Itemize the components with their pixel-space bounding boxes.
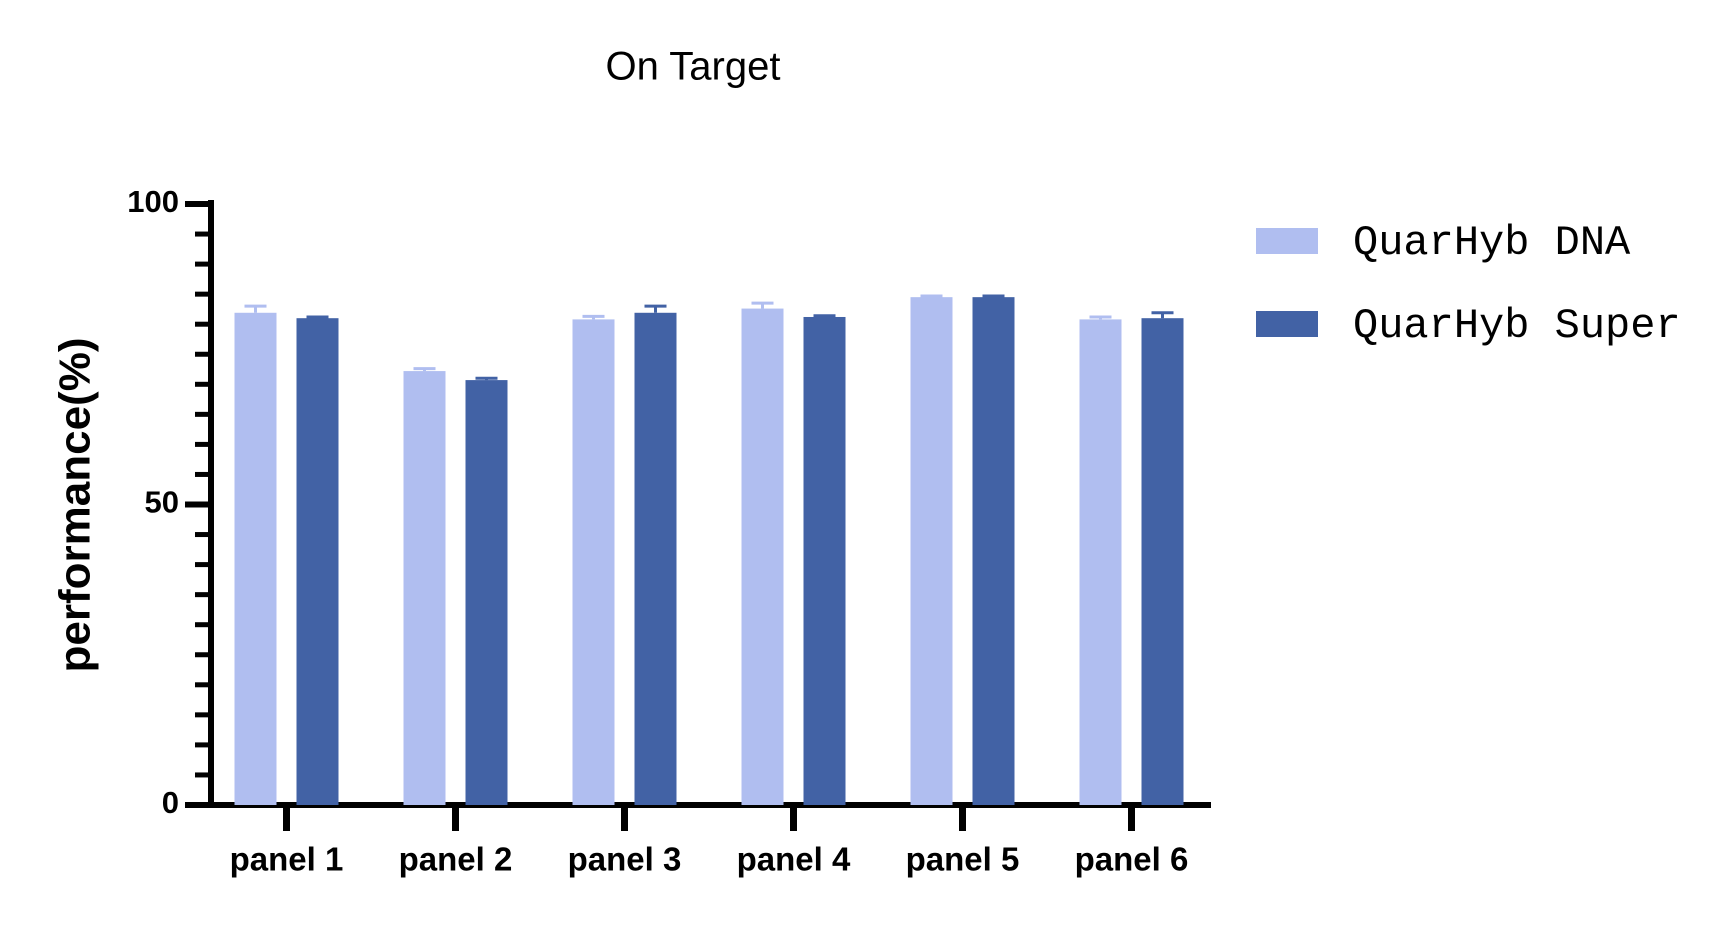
bar: [741, 308, 784, 805]
bar: [803, 316, 846, 805]
legend-label: QuarHyb Super: [1353, 302, 1681, 350]
error-bar: [1089, 315, 1112, 320]
bar: [403, 371, 446, 805]
bar: [634, 312, 677, 805]
error-bar: [813, 314, 836, 318]
bar: [465, 380, 508, 805]
legend-label: QuarHyb DNA: [1353, 219, 1631, 267]
error-bar: [751, 301, 774, 309]
x-tick-label: panel 3: [568, 841, 682, 878]
bar: [572, 319, 615, 805]
bar: [1141, 318, 1184, 805]
y-tick-label: 100: [127, 184, 179, 219]
error-bar: [1151, 311, 1174, 319]
y-axis-label: performance(%): [51, 338, 100, 673]
error-bar: [244, 304, 267, 313]
x-tick-label: panel 4: [737, 841, 851, 878]
legend-swatch: [1256, 311, 1318, 337]
error-bar: [475, 376, 498, 381]
x-tick-label: panel 5: [906, 841, 1020, 878]
y-tick-label: 50: [145, 485, 179, 520]
bar: [234, 312, 277, 805]
bar: [1079, 319, 1122, 805]
error-bar: [306, 315, 329, 319]
bar: [296, 318, 339, 805]
chart-title: On Target: [606, 45, 781, 89]
x-tick-label: panel 6: [1075, 841, 1189, 878]
error-bar: [644, 304, 667, 313]
bar: [972, 297, 1015, 805]
y-tick-label: 0: [162, 785, 179, 820]
error-bar: [413, 367, 436, 372]
error-bar: [582, 314, 605, 320]
error-bar: [920, 294, 943, 298]
bar: [910, 297, 953, 805]
x-tick-label: panel 1: [230, 841, 344, 878]
x-tick-label: panel 2: [399, 841, 513, 878]
error-bar: [982, 294, 1005, 298]
legend-swatch: [1256, 228, 1318, 254]
